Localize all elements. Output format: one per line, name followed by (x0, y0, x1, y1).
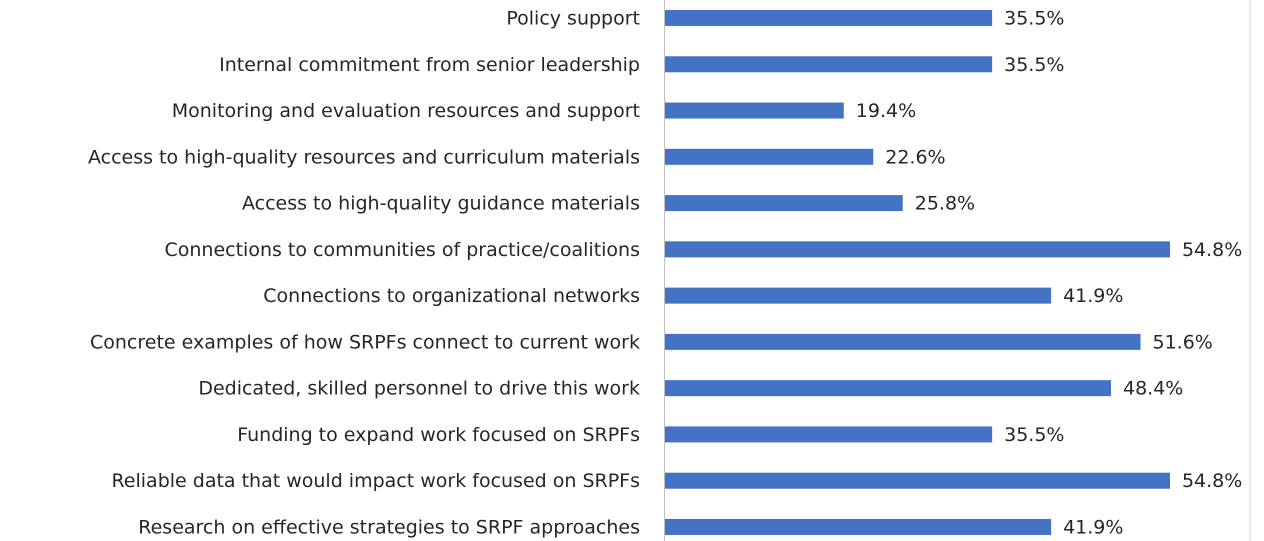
value-label: 22.6% (885, 146, 945, 168)
bar (665, 102, 844, 119)
bar (665, 333, 1141, 350)
category-label: Funding to expand work focused on SRPFs (237, 424, 640, 446)
bar (665, 518, 1052, 535)
value-label: 54.8% (1182, 239, 1242, 261)
value-label: 48.4% (1123, 378, 1183, 400)
category-label: Concrete examples of how SRPFs connect t… (90, 331, 640, 353)
category-label: Monitoring and evaluation resources and … (172, 100, 640, 122)
category-label: Access to high-quality resources and cur… (88, 146, 640, 168)
bar (665, 426, 993, 443)
value-label: 19.4% (856, 100, 916, 122)
category-label: Internal commitment from senior leadersh… (219, 54, 640, 76)
value-label: 51.6% (1152, 331, 1212, 353)
bar (665, 472, 1170, 489)
category-label: Connections to organizational networks (263, 285, 640, 307)
bar (665, 56, 993, 73)
value-label: 35.5% (1004, 8, 1064, 30)
value-label: 25.8% (915, 193, 975, 215)
bar (665, 10, 993, 26)
bar (665, 148, 874, 165)
bar (665, 241, 1170, 258)
category-label: Access to high-quality guidance material… (242, 193, 640, 215)
value-label: 54.8% (1182, 470, 1242, 492)
category-label: Connections to communities of practice/c… (164, 239, 640, 261)
category-label: Policy support (506, 8, 640, 30)
bar (665, 380, 1112, 397)
category-label: Reliable data that would impact work foc… (111, 470, 640, 492)
value-label: 41.9% (1063, 285, 1123, 307)
category-label: Dedicated, skilled personnel to drive th… (198, 378, 640, 400)
value-label: 35.5% (1004, 54, 1064, 76)
bar (665, 195, 903, 212)
value-label: 41.9% (1063, 516, 1123, 538)
bar (665, 287, 1052, 304)
category-label: Research on effective strategies to SRPF… (138, 516, 640, 538)
value-label: 35.5% (1004, 424, 1064, 446)
